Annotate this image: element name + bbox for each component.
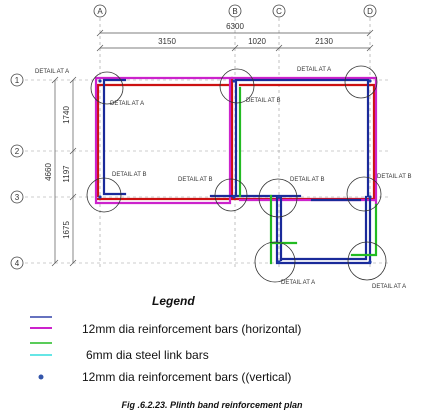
grid-label-1: 1 bbox=[15, 76, 20, 85]
grid-bubble-4 bbox=[10, 256, 24, 270]
dim-vspan-34: 1675 bbox=[62, 221, 71, 239]
legend-swatch-vertical bbox=[38, 374, 44, 380]
grid-bubble-3 bbox=[10, 190, 24, 204]
detail-circle-b5 bbox=[346, 176, 382, 212]
grid-bubble-b bbox=[228, 4, 242, 18]
detail-circle-b3 bbox=[214, 178, 248, 212]
grid-bubble-c bbox=[272, 4, 286, 18]
grid-bubble-d bbox=[363, 4, 377, 18]
detail-circle-a3 bbox=[254, 241, 296, 283]
detail-label-b: DETAIL AT B bbox=[290, 177, 324, 183]
detail-circle-a4 bbox=[347, 241, 387, 281]
vertical-bar-dot bbox=[232, 195, 236, 199]
detail-label-b: DETAIL AT B bbox=[112, 172, 146, 178]
legend-item-link-bars: 6mm dia steel link bars bbox=[30, 341, 410, 362]
detail-circle-a1 bbox=[90, 71, 124, 105]
dim-vspan-23: 1197 bbox=[62, 165, 71, 183]
plinth-band-plan: A B C D 1 2 3 4 6300 3150 1020 2130 4660… bbox=[10, 4, 411, 290]
dim-vspan-12: 1740 bbox=[62, 106, 71, 124]
grid-label-2: 2 bbox=[15, 147, 20, 156]
vertical-bar-dot bbox=[98, 79, 102, 83]
figure-caption: Fig .6.2.23. Plinth band reinforcement p… bbox=[121, 400, 303, 410]
detail-label-a: DETAIL AT A bbox=[35, 69, 69, 75]
detail-label-b: DETAIL AT B bbox=[377, 174, 411, 180]
dim-overall-height: 4660 bbox=[44, 163, 53, 181]
detail-label-a: DETAIL AT A bbox=[372, 284, 406, 290]
detail-circle-b2 bbox=[86, 177, 122, 213]
legend-title: Legend bbox=[152, 294, 195, 308]
bar-blue bbox=[102, 78, 372, 265]
vertical-bar-dot bbox=[232, 79, 236, 83]
grid-label-b: B bbox=[232, 7, 237, 16]
grid-label-3: 3 bbox=[15, 193, 20, 202]
dim-span-ab: 3150 bbox=[158, 37, 176, 46]
detail-circle-b4 bbox=[258, 178, 298, 218]
dim-overall-width: 6300 bbox=[226, 22, 244, 31]
detail-label-a: DETAIL AT A bbox=[110, 101, 144, 107]
detail-label-a: DETAIL AT A bbox=[297, 67, 331, 73]
grid-label-a: A bbox=[97, 7, 103, 16]
detail-label-a: DETAIL AT A bbox=[281, 280, 315, 286]
dim-span-bc: 1020 bbox=[248, 37, 266, 46]
detail-circle-b1 bbox=[219, 68, 255, 104]
grid-bubble-a bbox=[93, 4, 107, 18]
legend-item-horizontal-bars: 12mm dia reinforcement bars (horizontal) bbox=[30, 315, 410, 336]
detail-label-b: DETAIL AT B bbox=[178, 177, 212, 183]
detail-label-b: DETAIL AT B bbox=[246, 98, 280, 104]
bar-magenta bbox=[94, 76, 378, 205]
grid-label-4: 4 bbox=[15, 259, 20, 268]
legend-label-link: 6mm dia steel link bars bbox=[86, 348, 209, 362]
legend-swatch-horizontal bbox=[30, 316, 52, 329]
vertical-bar-dot bbox=[368, 195, 372, 199]
grid-label-c: C bbox=[276, 7, 282, 16]
grid-bubble-1 bbox=[10, 73, 24, 87]
bar-green bbox=[238, 86, 378, 265]
detail-circle-a2 bbox=[344, 65, 378, 99]
dim-span-cd: 2130 bbox=[315, 37, 333, 46]
legend-label-horizontal: 12mm dia reinforcement bars (horizontal) bbox=[82, 322, 302, 336]
vertical-bar-dot bbox=[368, 79, 372, 83]
vertical-bar-dot bbox=[277, 195, 281, 199]
legend-swatch-link bbox=[30, 342, 52, 356]
grid-bubble-2 bbox=[10, 144, 24, 158]
bar-red bbox=[96, 76, 376, 202]
grid-label-d: D bbox=[367, 7, 373, 16]
legend-label-vertical: 12mm dia reinforcement bars ((vertical) bbox=[82, 370, 292, 384]
vertical-bar-dot bbox=[368, 260, 372, 264]
legend-item-vertical-bars: 12mm dia reinforcement bars ((vertical) bbox=[30, 368, 410, 388]
vertical-bar-dot bbox=[277, 260, 281, 264]
vertical-bar-dot bbox=[98, 195, 102, 199]
